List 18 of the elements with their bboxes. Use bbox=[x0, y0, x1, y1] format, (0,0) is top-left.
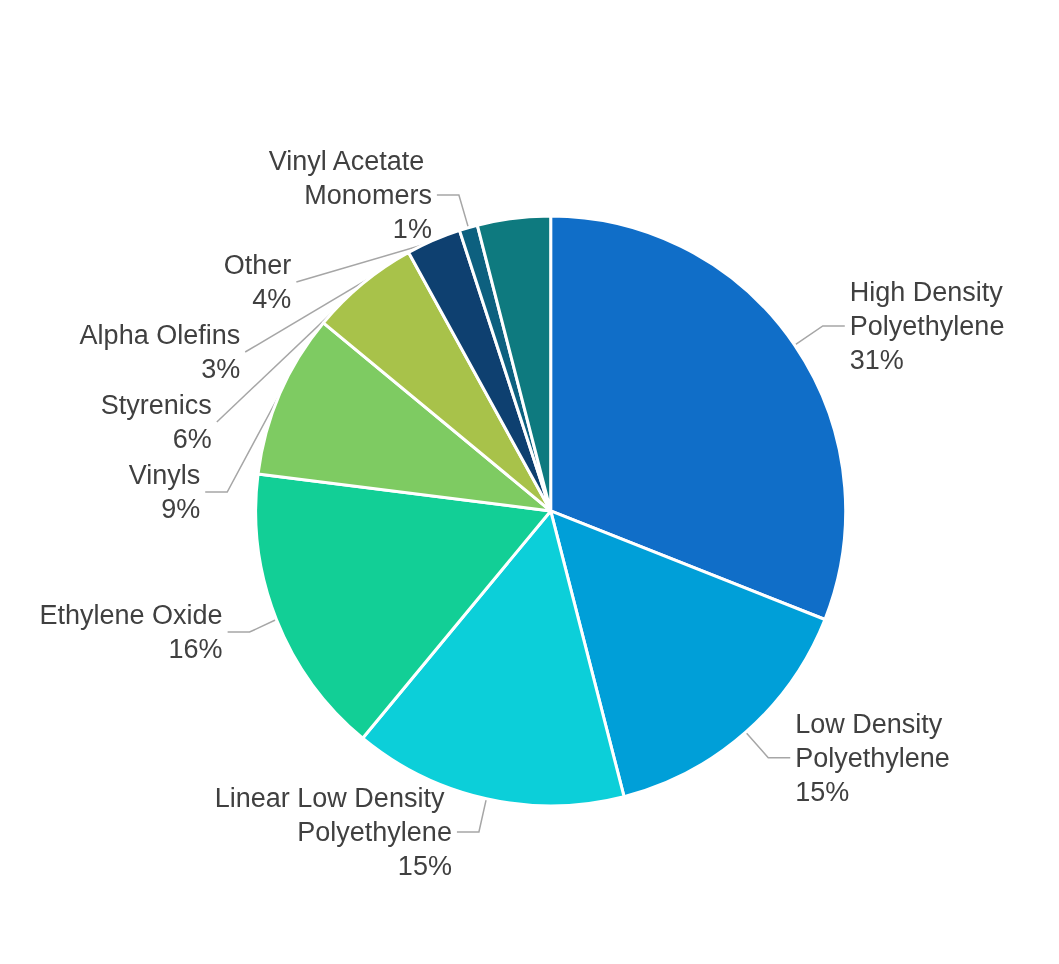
slice-label: Vinyl Acetate Monomers bbox=[268, 145, 432, 210]
data-label: 3% bbox=[201, 353, 241, 384]
slice-label: Alpha Olefins bbox=[79, 319, 241, 350]
data-label: 16% bbox=[168, 634, 223, 665]
data-label: 31% bbox=[849, 344, 904, 375]
data-label: 9% bbox=[161, 493, 201, 524]
slice-label: Other bbox=[223, 249, 292, 280]
data-label: 4% bbox=[252, 283, 292, 314]
slice-label: Ethylene Oxide bbox=[39, 600, 223, 631]
slice-label: Low Density Polyethylene bbox=[795, 708, 950, 773]
slice-label: Linear Low Density Polyethylene bbox=[214, 783, 452, 847]
data-label: 6% bbox=[172, 423, 212, 454]
data-label: 15% bbox=[397, 851, 452, 881]
slice-label: Vinyls bbox=[128, 459, 201, 490]
data-label: 1% bbox=[392, 213, 432, 244]
slice-label: High Density Polyethylene bbox=[849, 276, 1011, 341]
slice-label: Styrenics bbox=[100, 389, 212, 420]
data-label: 15% bbox=[795, 776, 850, 807]
